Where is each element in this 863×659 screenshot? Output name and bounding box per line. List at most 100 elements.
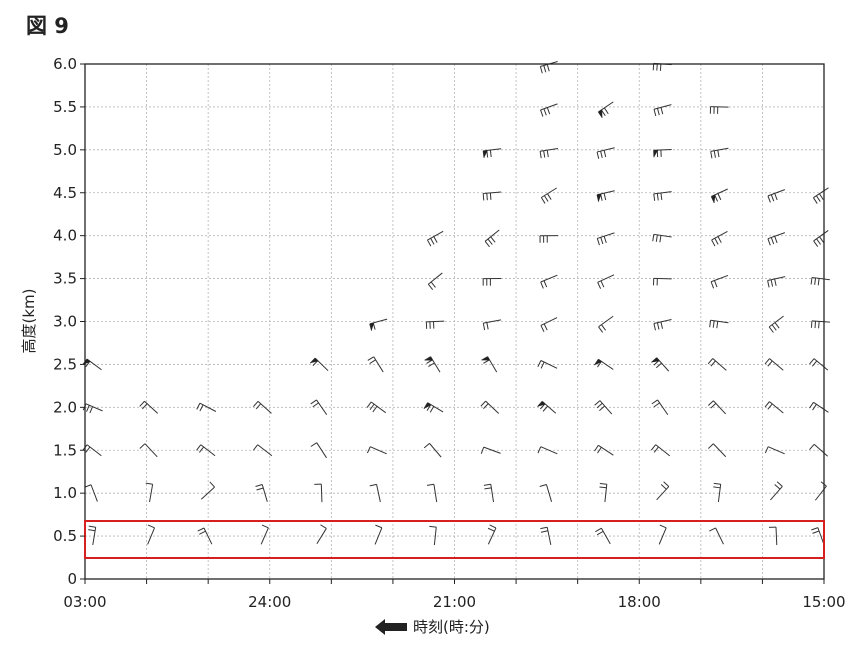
barb-feather — [713, 482, 721, 485]
barb-staff — [200, 444, 216, 457]
wind-barb — [651, 357, 670, 372]
wind-barb — [88, 525, 97, 546]
wind-barb — [594, 358, 614, 370]
barb-feather — [539, 66, 543, 74]
wind-barb — [484, 229, 500, 248]
wind-barb — [768, 526, 778, 546]
wind-barb — [537, 400, 557, 414]
barb-feather — [88, 525, 96, 528]
wind-barb — [656, 481, 670, 501]
wind-barb — [481, 356, 498, 373]
barb-feather — [597, 446, 602, 454]
wind-barb — [424, 356, 441, 373]
barb-staff — [85, 403, 103, 412]
barb-staff — [712, 443, 727, 458]
wind-barb — [767, 189, 785, 203]
barb-staff — [769, 358, 784, 371]
barb-feather — [774, 484, 781, 490]
barb-staff — [604, 484, 608, 503]
barb-staff — [374, 527, 383, 545]
barb-feather — [199, 404, 204, 412]
barb-feather — [811, 527, 819, 531]
barb-staff — [540, 274, 558, 283]
barb-staff — [712, 358, 727, 371]
barb-feather — [480, 400, 486, 407]
barb-staff — [598, 101, 614, 113]
barb-feather — [764, 358, 770, 365]
wind-barb — [709, 319, 729, 329]
wind-barb — [653, 319, 672, 331]
barb-feather — [423, 443, 430, 449]
barb-feather — [594, 445, 599, 452]
barb-staff — [540, 446, 558, 455]
barb-staff — [653, 191, 672, 195]
barb-feather — [487, 527, 495, 532]
x-axis-title: 時刻(時:分) — [413, 618, 490, 636]
barb-feather — [375, 524, 383, 529]
wind-barb — [252, 444, 273, 457]
barb-feather — [603, 107, 609, 115]
barb-staff — [144, 443, 158, 458]
barb-staff — [427, 230, 444, 241]
barb-staff — [769, 401, 784, 414]
wind-barb — [374, 524, 383, 545]
wind-barb — [710, 274, 729, 289]
y-tick-label: 5.5 — [53, 98, 77, 116]
barb-pennant — [597, 193, 602, 202]
barb-staff — [200, 486, 215, 500]
barb-feather — [484, 240, 490, 248]
wind-barb — [651, 399, 669, 416]
y-ticks: 0 0.5 1.0 1.5 2.0 2.5 3.0 3.5 4.0 4.5 5.0 5.5 6.0 — [53, 55, 85, 588]
wind-barb — [426, 483, 438, 503]
barb-feather — [653, 109, 657, 117]
barb-feather — [815, 195, 821, 202]
wind-barb — [596, 232, 615, 246]
x-tick-label: 24:00 — [248, 593, 291, 611]
barb-feather — [659, 235, 662, 243]
barb-feather — [814, 277, 817, 285]
barb-feather — [430, 238, 435, 245]
barb-staff — [596, 147, 615, 153]
barb-staff — [597, 274, 615, 283]
wind-barb — [147, 524, 156, 545]
barb-staff — [653, 319, 672, 324]
barb-feather — [713, 150, 716, 158]
barb-feather — [767, 403, 773, 410]
barb-feather — [543, 195, 549, 202]
barb-feather — [816, 238, 822, 245]
wind-barb — [595, 527, 611, 545]
barb-feather — [539, 484, 547, 488]
wind-barb — [540, 274, 558, 289]
barb-feather — [482, 323, 486, 331]
barb-staff — [767, 276, 786, 281]
barb-staff — [715, 527, 724, 545]
barb-feather — [767, 360, 773, 367]
barb-feather — [809, 358, 815, 365]
barb-feather — [818, 193, 824, 200]
barb-staff — [767, 232, 786, 240]
y-tick-label: 2.0 — [53, 398, 77, 416]
wind-barb — [540, 526, 552, 545]
wind-barb — [809, 358, 829, 371]
barb-feather — [707, 400, 714, 406]
barb-feather — [490, 236, 496, 243]
y-axis-title: 高度(km) — [20, 288, 38, 353]
wind-barb — [652, 233, 672, 243]
wind-barb — [764, 358, 784, 371]
barb-feather — [139, 443, 146, 449]
barb-pennant — [310, 358, 319, 364]
barb-feather — [596, 402, 603, 409]
barb-staff — [483, 319, 502, 324]
wind-barb — [597, 274, 615, 289]
barb-staff — [655, 444, 671, 457]
barb-staff — [433, 527, 437, 546]
barb-feather — [659, 63, 662, 71]
barb-feather — [660, 484, 667, 490]
barb-staff — [767, 446, 785, 455]
barb-staff — [487, 527, 497, 545]
barb-pennant — [594, 359, 603, 366]
wind-barb — [139, 443, 158, 458]
barb-feather — [537, 360, 542, 368]
barb-feather — [366, 446, 371, 454]
